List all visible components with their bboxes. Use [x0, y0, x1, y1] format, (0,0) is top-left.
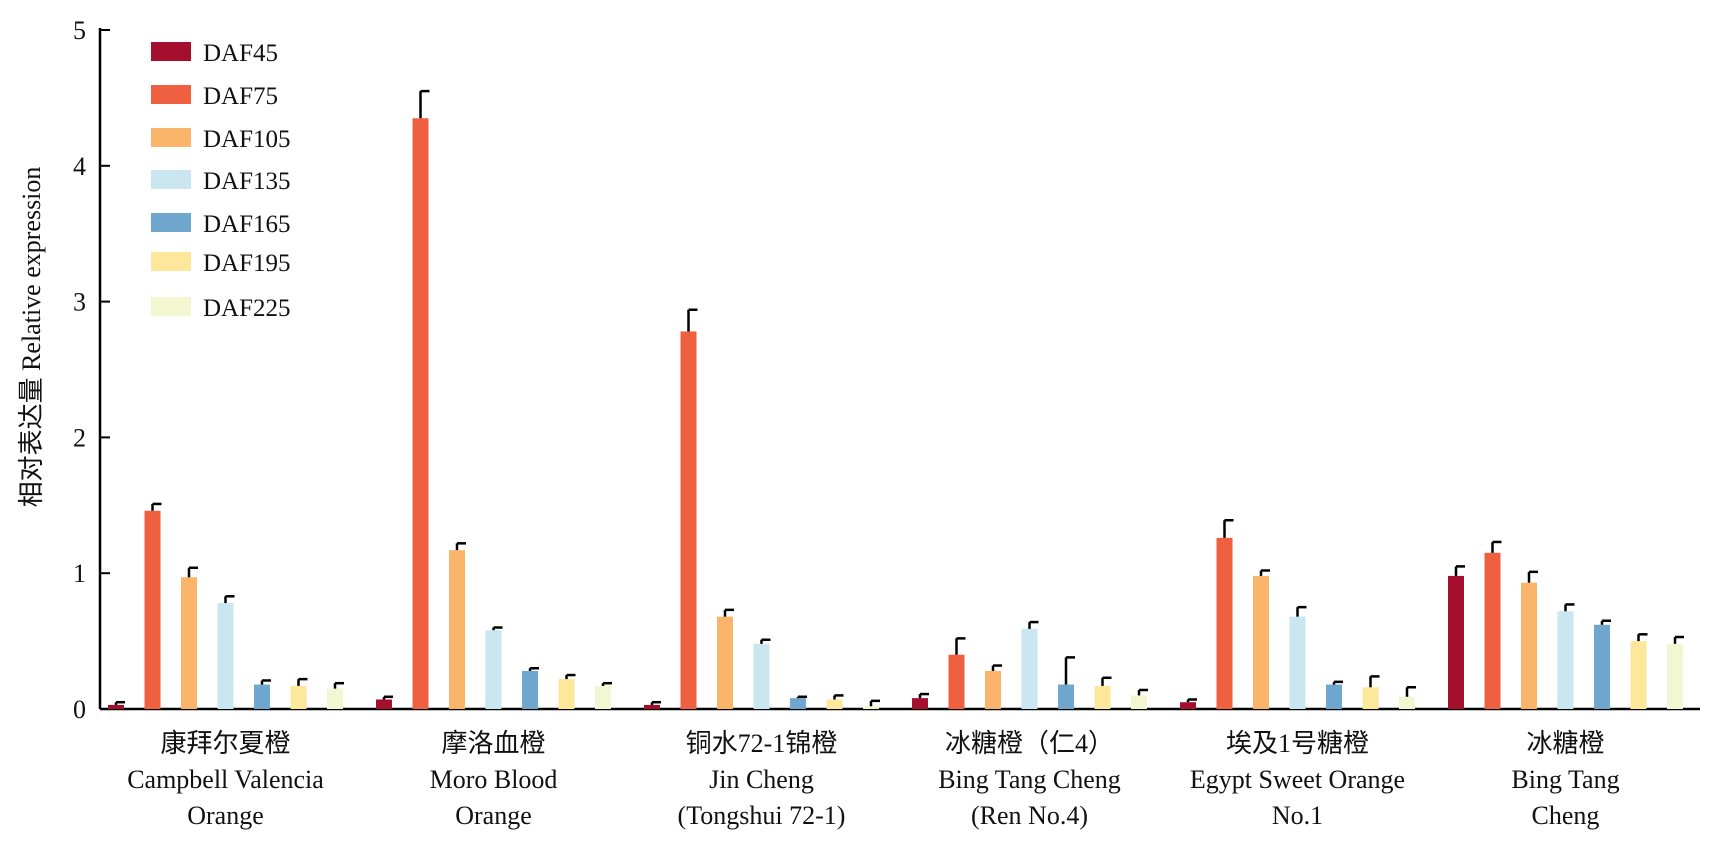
bar-daf165-6: [1594, 624, 1610, 709]
bar-daf195-2: [558, 679, 575, 709]
bar-daf225-6: [1667, 643, 1683, 709]
legend-label: DAF135: [203, 168, 291, 195]
bar-daf195-5: [1362, 687, 1379, 709]
category-label: 摩洛血橙: [441, 729, 545, 758]
category-label: Bing Tang Cheng: [938, 765, 1121, 794]
y-tick-labels: 0 1 2 3 4 5: [73, 16, 86, 724]
category-label: Bing Tang: [1511, 765, 1619, 794]
bar-daf105-5: [1253, 575, 1269, 709]
bar-daf225-5: [1399, 696, 1415, 709]
axes: [98, 28, 1700, 711]
y-tick-label: 3: [73, 288, 86, 317]
bar-daf135-1: [217, 603, 234, 709]
bar-daf195-4: [1094, 685, 1111, 709]
legend-label: DAF75: [203, 83, 278, 110]
bar-daf135-5: [1289, 616, 1306, 709]
category-label: Egypt Sweet Orange: [1190, 765, 1405, 794]
y-tick-label: 4: [73, 152, 86, 181]
bars: [108, 118, 1683, 709]
bar-daf225-1: [327, 688, 343, 709]
bar-daf165-2: [522, 670, 538, 709]
bar-daf45-5: [1180, 702, 1196, 709]
bar-daf105-3: [717, 616, 733, 709]
bar-daf45-3: [644, 704, 660, 709]
category-label: 冰糖橙（仁4）: [945, 729, 1114, 758]
bar-daf75-2: [412, 118, 429, 709]
bar-daf75-4: [948, 654, 965, 709]
error-bars: [114, 89, 1684, 707]
bar-daf105-4: [985, 670, 1001, 709]
bar-daf45-4: [912, 698, 928, 709]
legend-swatch-daf165: [151, 213, 191, 232]
legend-label: DAF45: [203, 40, 278, 67]
legend-swatch-daf105: [151, 128, 191, 147]
legend-swatch-daf195: [151, 252, 191, 271]
bar-daf105-6: [1521, 582, 1537, 709]
bar-daf135-2: [485, 630, 502, 709]
bar-daf165-4: [1058, 684, 1074, 709]
category-label: Cheng: [1532, 801, 1600, 830]
category-labels: 康拜尔夏橙 Campbell Valencia Orange 摩洛血橙 Moro Blo…: [127, 729, 1619, 830]
bar-daf75-1: [144, 510, 161, 709]
bar-daf105-2: [449, 550, 465, 709]
category-label: 埃及1号糖橙: [1226, 729, 1369, 758]
bar-daf45-6: [1448, 575, 1464, 709]
legend-label: DAF105: [203, 126, 291, 153]
bar-daf135-6: [1557, 611, 1574, 709]
y-tick-label: 2: [73, 423, 86, 452]
category-label: 铜水72-1锦橙: [686, 729, 838, 758]
category-label: No.1: [1272, 801, 1323, 830]
legend-swatch-daf45: [151, 42, 191, 61]
bar-daf75-3: [680, 331, 697, 709]
legend-label: DAF165: [203, 211, 291, 238]
bar-daf225-2: [595, 685, 611, 709]
y-axis-label: 相对表达量 Relative expression: [17, 167, 46, 508]
y-tick-label: 5: [73, 16, 86, 45]
category-label: Campbell Valencia: [127, 765, 324, 794]
category-label: (Ren No.4): [971, 801, 1088, 830]
bar-daf135-4: [1021, 628, 1038, 709]
bar-daf135-3: [753, 643, 770, 709]
legend-swatch-daf225: [151, 297, 191, 316]
bar-daf45-2: [376, 699, 392, 709]
legend-swatch-daf135: [151, 170, 191, 189]
legend-label: DAF195: [203, 250, 291, 277]
category-label: Orange: [455, 801, 532, 830]
category-label: Jin Cheng: [709, 765, 814, 794]
bar-daf195-1: [290, 685, 307, 709]
bar-daf105-1: [181, 577, 197, 709]
category-label: Orange: [187, 801, 264, 830]
legend: DAF45 DAF75 DAF105 DAF135 DAF165 DAF195 DAF225: [151, 40, 291, 322]
bar-daf165-5: [1326, 684, 1342, 709]
category-label: (Tongshui 72-1): [678, 801, 846, 830]
bar-daf225-3: [863, 706, 879, 709]
bar-daf195-3: [826, 699, 843, 709]
category-label: Moro Blood: [430, 765, 558, 794]
category-label: 冰糖橙: [1526, 729, 1604, 758]
legend-label: DAF225: [203, 295, 291, 322]
bar-daf45-1: [108, 704, 124, 709]
y-tick-label: 1: [73, 559, 86, 588]
bar-daf165-1: [254, 684, 270, 709]
bar-daf225-4: [1131, 695, 1147, 709]
bar-daf195-6: [1630, 641, 1647, 709]
bar-daf75-5: [1216, 537, 1233, 709]
bar-daf75-6: [1484, 552, 1501, 709]
bar-daf165-3: [790, 698, 806, 709]
legend-swatch-daf75: [151, 85, 191, 104]
y-tick-label: 0: [73, 695, 86, 724]
category-label: 康拜尔夏橙: [160, 729, 290, 758]
